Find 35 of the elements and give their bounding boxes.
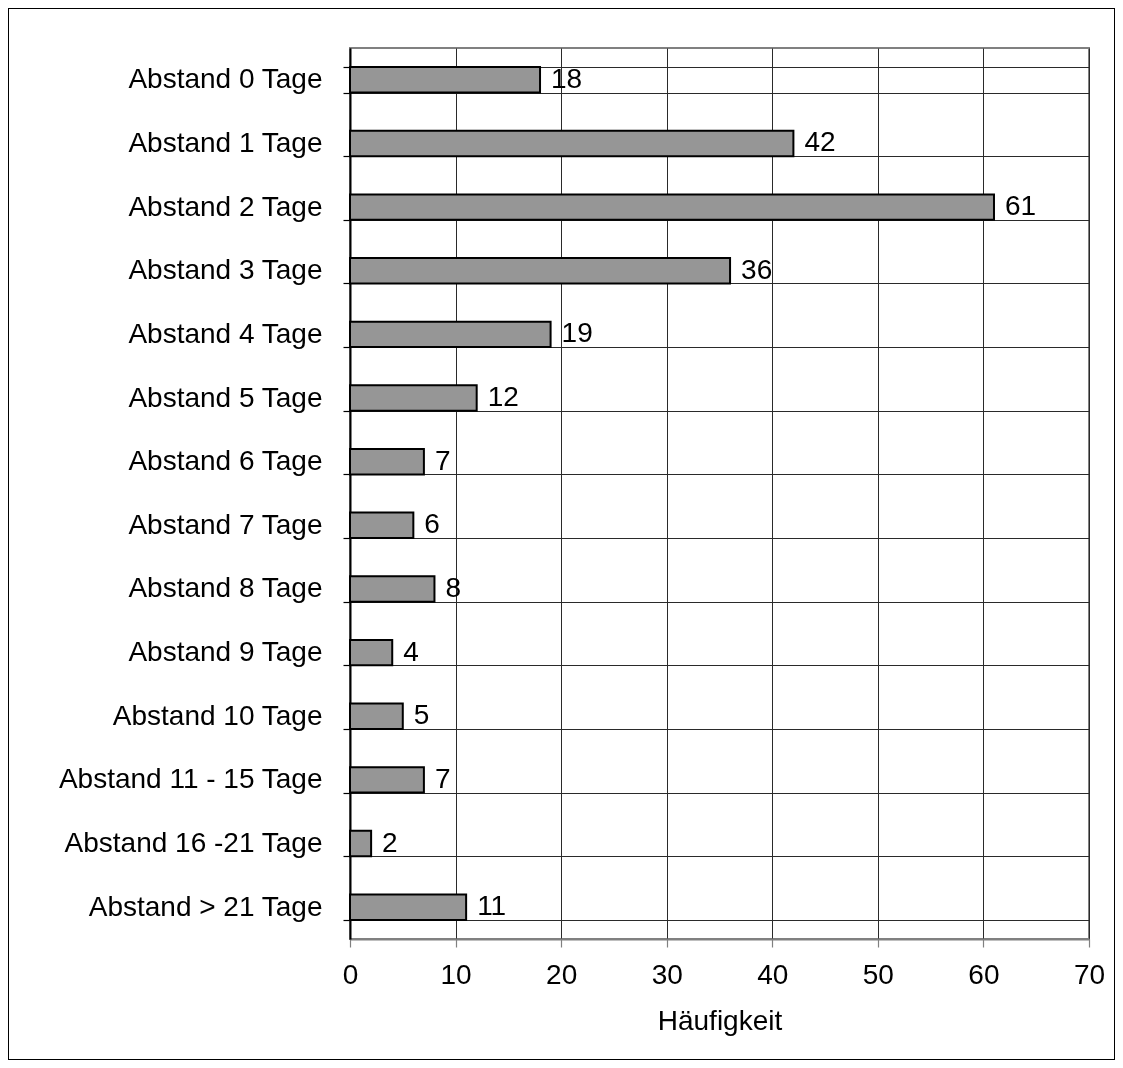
data-label: 7 — [434, 444, 451, 476]
x-tick-label: 60 — [968, 958, 1000, 990]
y-tick-label: Abstand 7 Tage — [128, 508, 323, 540]
y-tick-label: Abstand 8 Tage — [128, 572, 323, 604]
data-label: 7 — [434, 762, 451, 794]
y-tick-label: Abstand 10 Tage — [112, 699, 323, 731]
y-tick-label: Abstand > 21 Tage — [88, 890, 323, 922]
x-axis-title: Häufigkeit — [657, 1004, 783, 1036]
x-tick-label: 50 — [862, 958, 894, 990]
data-label: 4 — [403, 635, 419, 667]
data-label: 6 — [424, 508, 440, 540]
data-label: 36 — [741, 253, 773, 285]
x-tick-label: 20 — [546, 958, 578, 990]
x-tick-label: 70 — [1073, 958, 1106, 990]
data-label: 5 — [413, 699, 430, 731]
y-tick-label: Abstand 3 Tage — [128, 254, 323, 286]
x-tick-label: 0 — [342, 958, 359, 990]
data-label: 61 — [1004, 190, 1037, 222]
y-tick-label: Abstand 2 Tage — [128, 190, 323, 222]
data-label: 2 — [382, 826, 398, 858]
x-tick-label: 40 — [757, 958, 789, 990]
data-label: 11 — [477, 890, 507, 922]
data-label: 12 — [487, 381, 519, 413]
y-tick-label: Abstand 4 Tage — [128, 317, 323, 349]
x-tick-label: 30 — [651, 958, 683, 990]
y-tick-label: Abstand 0 Tage — [128, 63, 323, 95]
data-label: 19 — [561, 317, 593, 349]
y-tick-label: Abstand 9 Tage — [128, 636, 323, 668]
data-label: 42 — [804, 126, 836, 158]
y-tick-label: Abstand 16 -21 Tage — [64, 827, 323, 859]
x-tick-label: 10 — [440, 958, 472, 990]
y-tick-label: Abstand 5 Tage — [128, 381, 323, 413]
y-tick-label: Abstand 1 Tage — [128, 126, 323, 158]
y-tick-label: Abstand 11 - 15 Tage — [58, 763, 323, 795]
y-tick-label: Abstand 6 Tage — [128, 445, 323, 477]
